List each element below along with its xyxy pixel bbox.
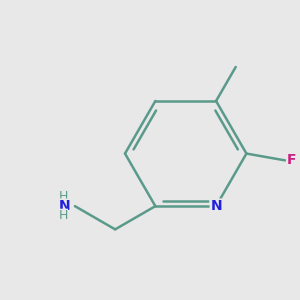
Text: F: F [287, 153, 296, 167]
Text: H: H [58, 209, 68, 222]
Text: H: H [58, 190, 68, 203]
Text: N: N [59, 199, 71, 213]
Text: N: N [210, 199, 222, 213]
